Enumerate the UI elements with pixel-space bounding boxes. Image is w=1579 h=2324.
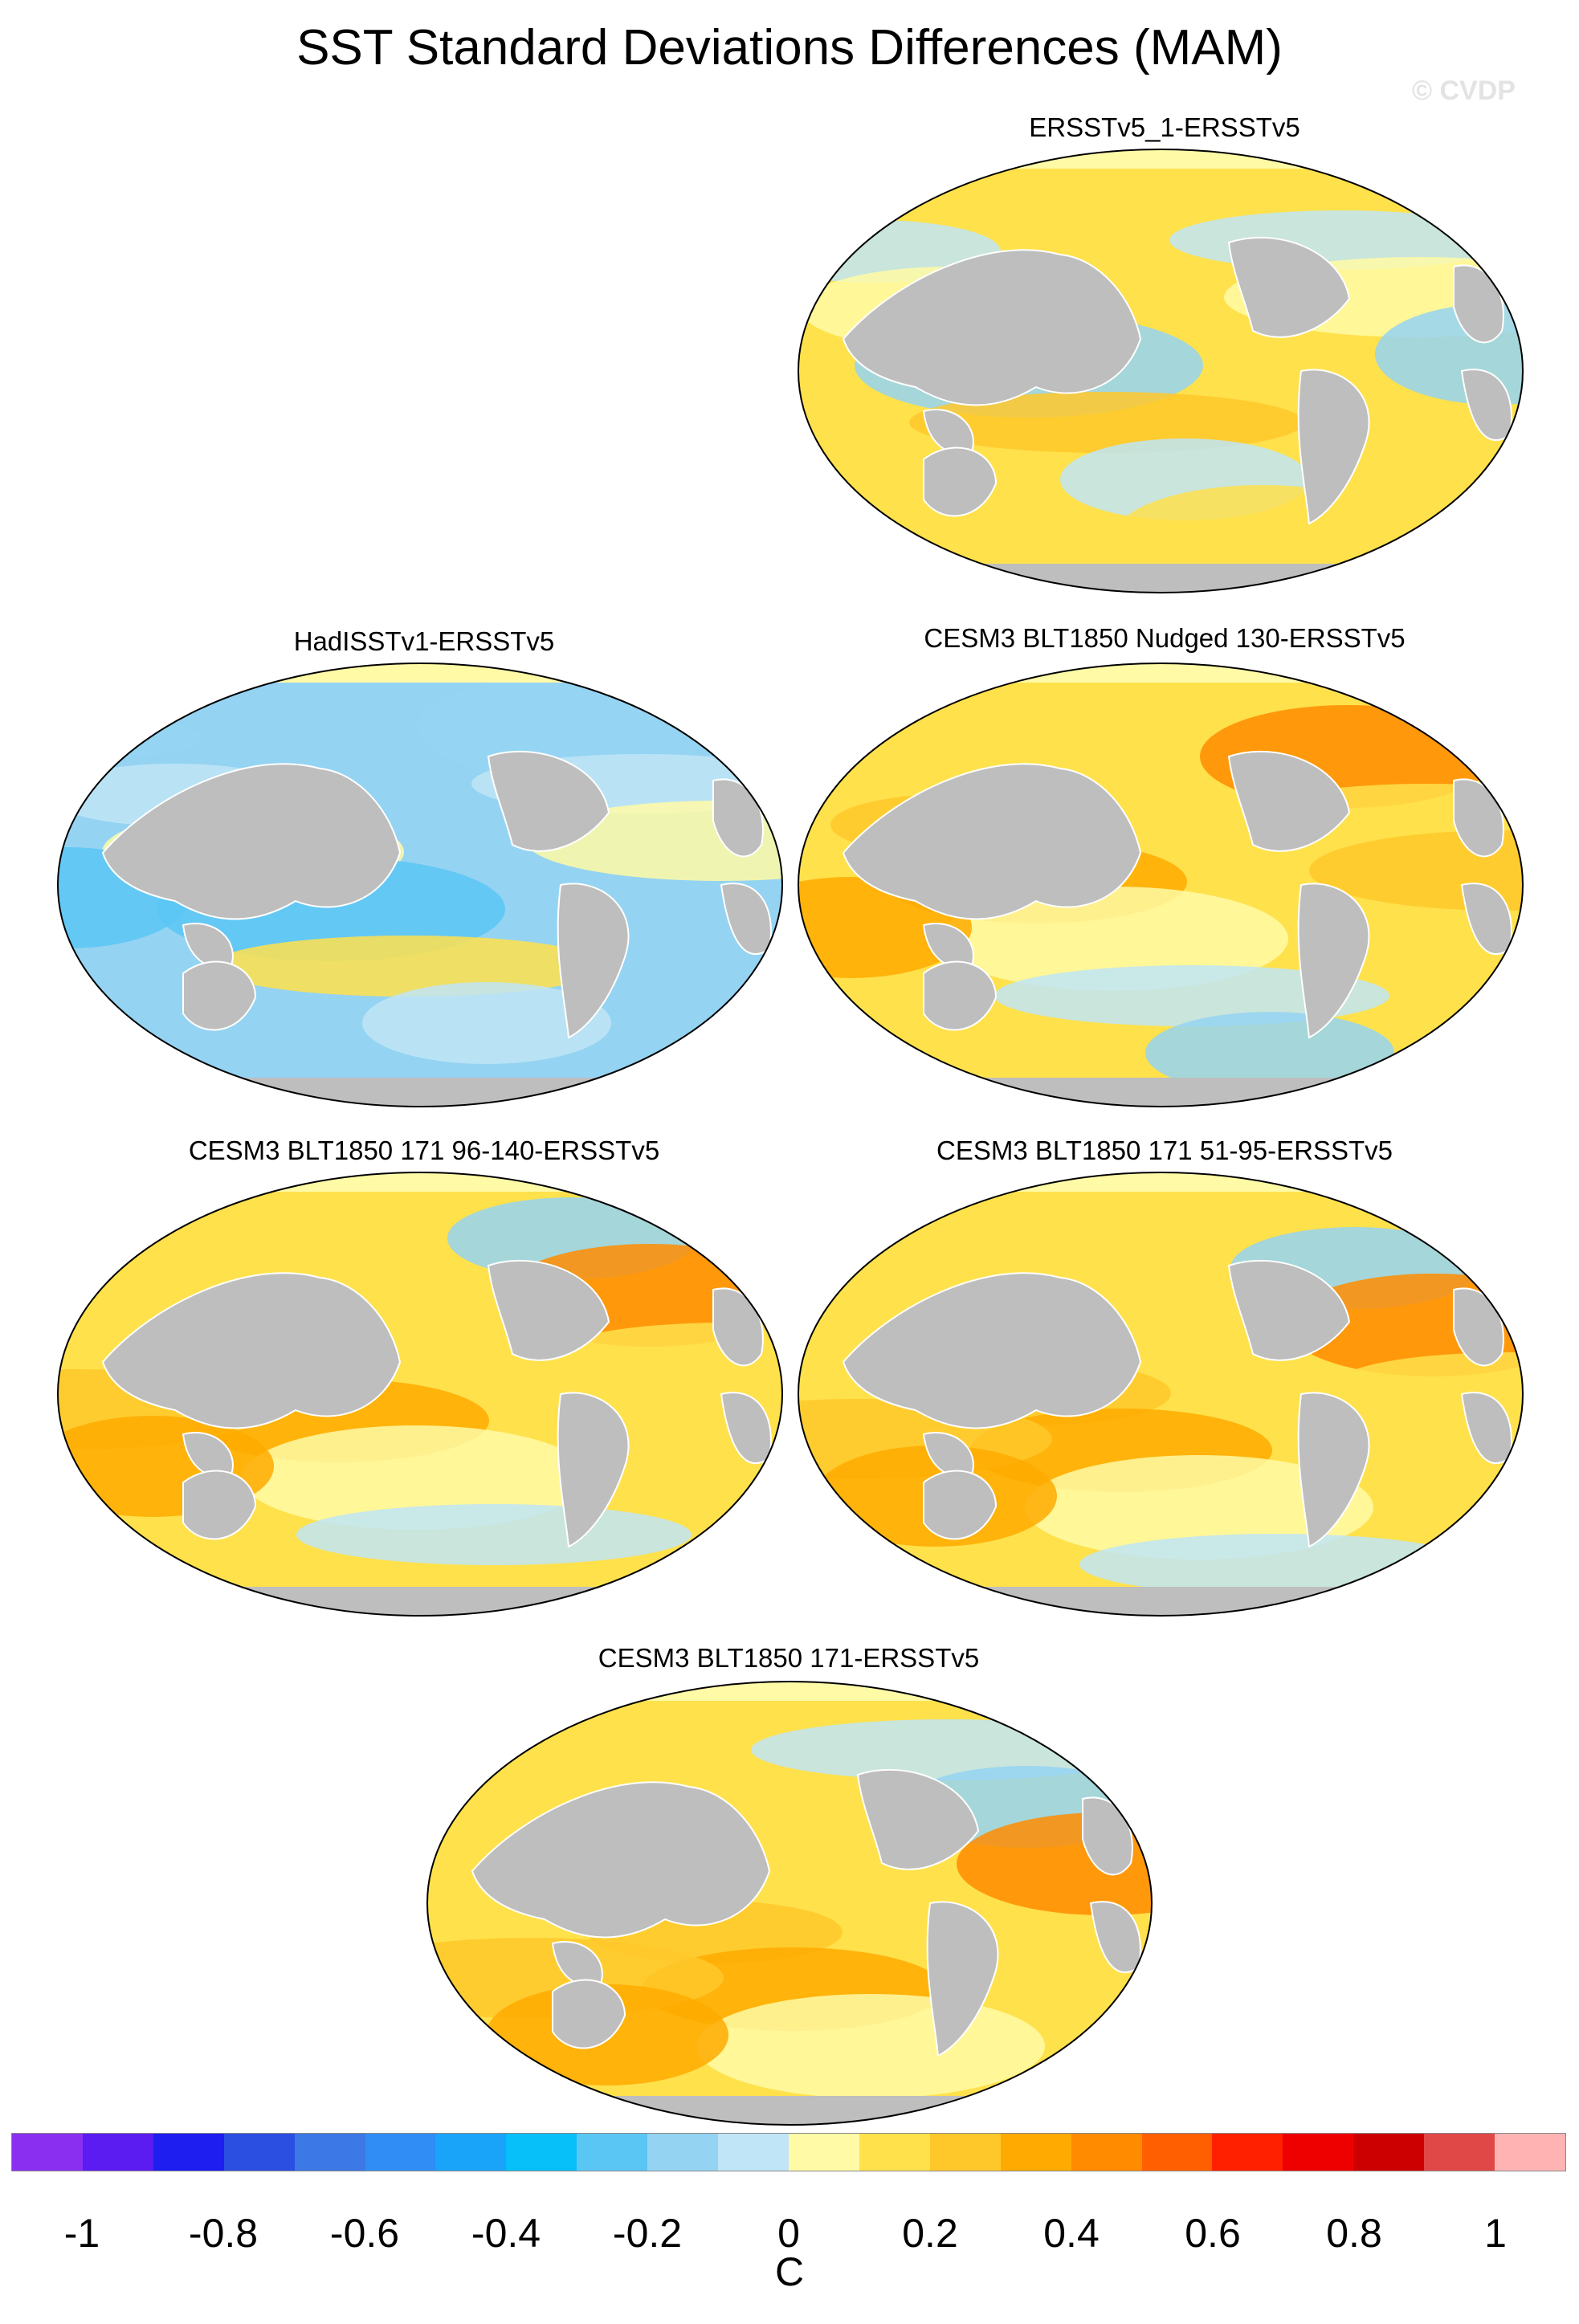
- colorbar-swatch: [1424, 2134, 1495, 2171]
- colorbar-swatch: [82, 2134, 153, 2171]
- colorbar-units-label: C: [774, 2249, 805, 2294]
- colorbar-tick-label: 1: [1484, 2211, 1507, 2256]
- colorbar-swatch: [506, 2134, 577, 2171]
- colorbar-tick-label: 0: [777, 2211, 800, 2256]
- map-panel-hadisst: [55, 660, 785, 1110]
- colorbar-swatch: [1000, 2134, 1071, 2171]
- colorbar-swatch: [929, 2134, 1001, 2171]
- panel-title-hadisst: HadISSTv1-ERSSTv5: [293, 626, 555, 656]
- world-map: [57, 1172, 783, 1617]
- map-panel-nudged-130: [795, 660, 1526, 1110]
- colorbar-swatch: [577, 2134, 648, 2171]
- panel-title-171-51-95: CESM3 BLT1850 171 51-95-ERSSTv5: [936, 1135, 1393, 1165]
- colorbar-swatch: [435, 2134, 507, 2171]
- colorbar-swatch: [1071, 2134, 1142, 2171]
- colorbar-swatch: [1283, 2134, 1354, 2171]
- map-panel-171: [424, 1678, 1155, 2128]
- colorbar-swatch: [859, 2134, 930, 2171]
- colorbar-swatch: [365, 2134, 436, 2171]
- colorbar-swatch: [718, 2134, 789, 2171]
- panel-title-nudged-130: CESM3 BLT1850 Nudged 130-ERSSTv5: [924, 623, 1406, 653]
- world-map: [426, 1681, 1153, 2126]
- world-map: [57, 663, 783, 1107]
- colorbar-swatch: [1141, 2134, 1213, 2171]
- panel-title-ersstv5-1: ERSSTv5_1-ERSSTv5: [1029, 112, 1300, 142]
- colorbar-swatch: [153, 2134, 224, 2171]
- colorbar-swatch: [1212, 2134, 1283, 2171]
- world-map: [798, 149, 1524, 593]
- page-title: SST Standard Deviations Differences (MAM…: [296, 20, 1283, 75]
- colorbar-swatch: [1495, 2134, 1565, 2171]
- map-panel-ersstv5-1: [795, 146, 1526, 596]
- colorbar-tick-label: -0.4: [471, 2211, 541, 2256]
- colorbar-tick-label: 0.8: [1326, 2211, 1382, 2256]
- colorbar-swatch: [788, 2134, 859, 2171]
- colorbar-swatch: [647, 2134, 719, 2171]
- colorbar-tick-label: 0.4: [1043, 2211, 1100, 2256]
- panel-title-171: CESM3 BLT1850 171-ERSSTv5: [598, 1643, 980, 1673]
- colorbar-tick-label: 0.2: [902, 2211, 958, 2256]
- world-map: [798, 1172, 1524, 1617]
- colorbar-swatch: [223, 2134, 295, 2171]
- colorbar-swatch: [1353, 2134, 1425, 2171]
- colorbar-tick-label: -0.2: [612, 2211, 683, 2256]
- colorbar-swatch: [294, 2134, 365, 2171]
- map-panel-171-51-95: [795, 1169, 1526, 1619]
- colorbar: [11, 2133, 1566, 2171]
- panel-title-171-96-140: CESM3 BLT1850 171 96-140-ERSSTv5: [188, 1135, 660, 1165]
- colorbar-tick-label: 0.6: [1185, 2211, 1241, 2256]
- cvdp-watermark: © CVDP: [1412, 75, 1516, 106]
- colorbar-tick-label: -0.8: [188, 2211, 259, 2256]
- colorbar-tick-label: -1: [63, 2211, 100, 2256]
- world-map: [798, 663, 1524, 1107]
- map-panel-171-96-140: [55, 1169, 785, 1619]
- colorbar-swatch: [12, 2134, 83, 2171]
- colorbar-tick-label: -0.6: [329, 2211, 400, 2256]
